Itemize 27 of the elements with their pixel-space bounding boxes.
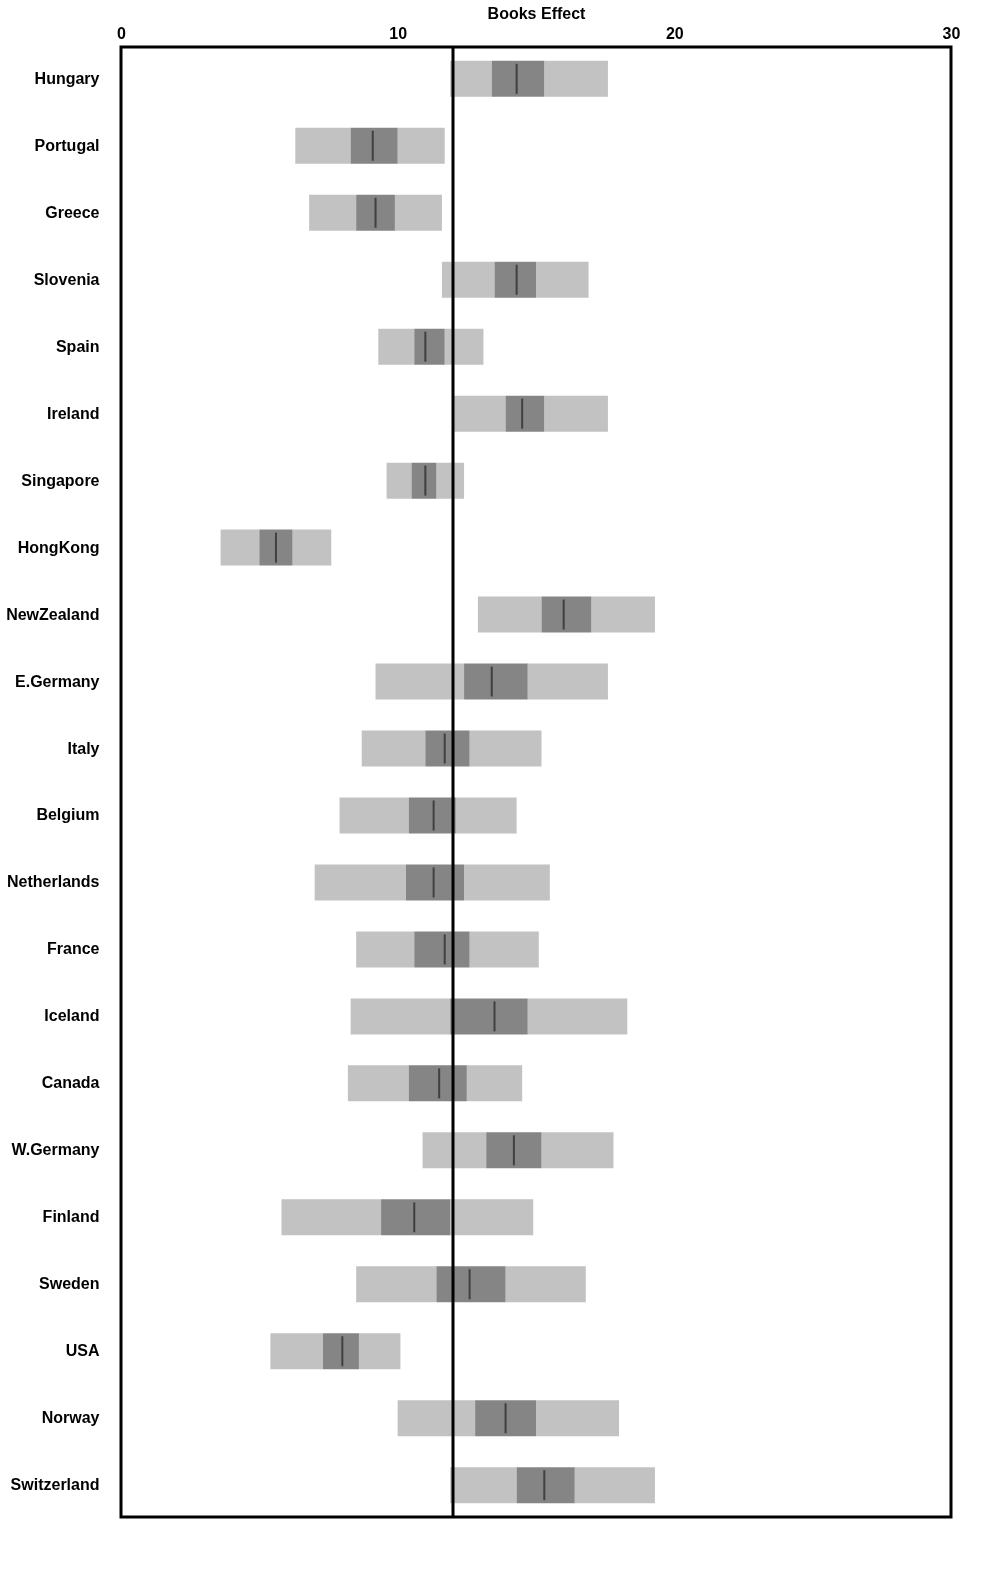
y-tick-label: Portugal <box>34 136 100 154</box>
y-tick-label: Norway <box>41 1409 100 1427</box>
y-tick-label: Slovenia <box>33 270 100 288</box>
y-tick-label: Sweden <box>39 1275 100 1293</box>
y-tick-label: Hungary <box>34 69 100 87</box>
y-tick-label: Netherlands <box>7 873 100 891</box>
y-tick-label: Ireland <box>47 404 100 422</box>
y-tick-label: Belgium <box>36 806 100 824</box>
y-tick-label: Italy <box>67 739 100 757</box>
x-tick-label: 30 <box>942 24 961 42</box>
y-tick-label: W.Germany <box>11 1141 100 1159</box>
x-axis-title: Books Effect <box>487 4 587 22</box>
x-tick-label: 0 <box>117 24 127 42</box>
y-tick-label: France <box>47 940 100 958</box>
y-tick-label: Spain <box>55 337 100 355</box>
x-tick-label: 10 <box>389 24 408 42</box>
y-tick-label: HongKong <box>17 538 100 556</box>
y-tick-label: Iceland <box>44 1007 100 1025</box>
y-tick-label: E.Germany <box>15 672 100 690</box>
y-tick-label: Finland <box>42 1208 100 1226</box>
y-tick-label: NewZealand <box>6 605 100 623</box>
y-tick-label: Greece <box>45 203 100 221</box>
y-tick-label: USA <box>65 1342 100 1360</box>
y-tick-label: Canada <box>41 1074 100 1092</box>
x-tick-label: 20 <box>665 24 684 42</box>
y-tick-label: Singapore <box>21 471 100 489</box>
y-tick-label: Switzerland <box>10 1476 100 1494</box>
